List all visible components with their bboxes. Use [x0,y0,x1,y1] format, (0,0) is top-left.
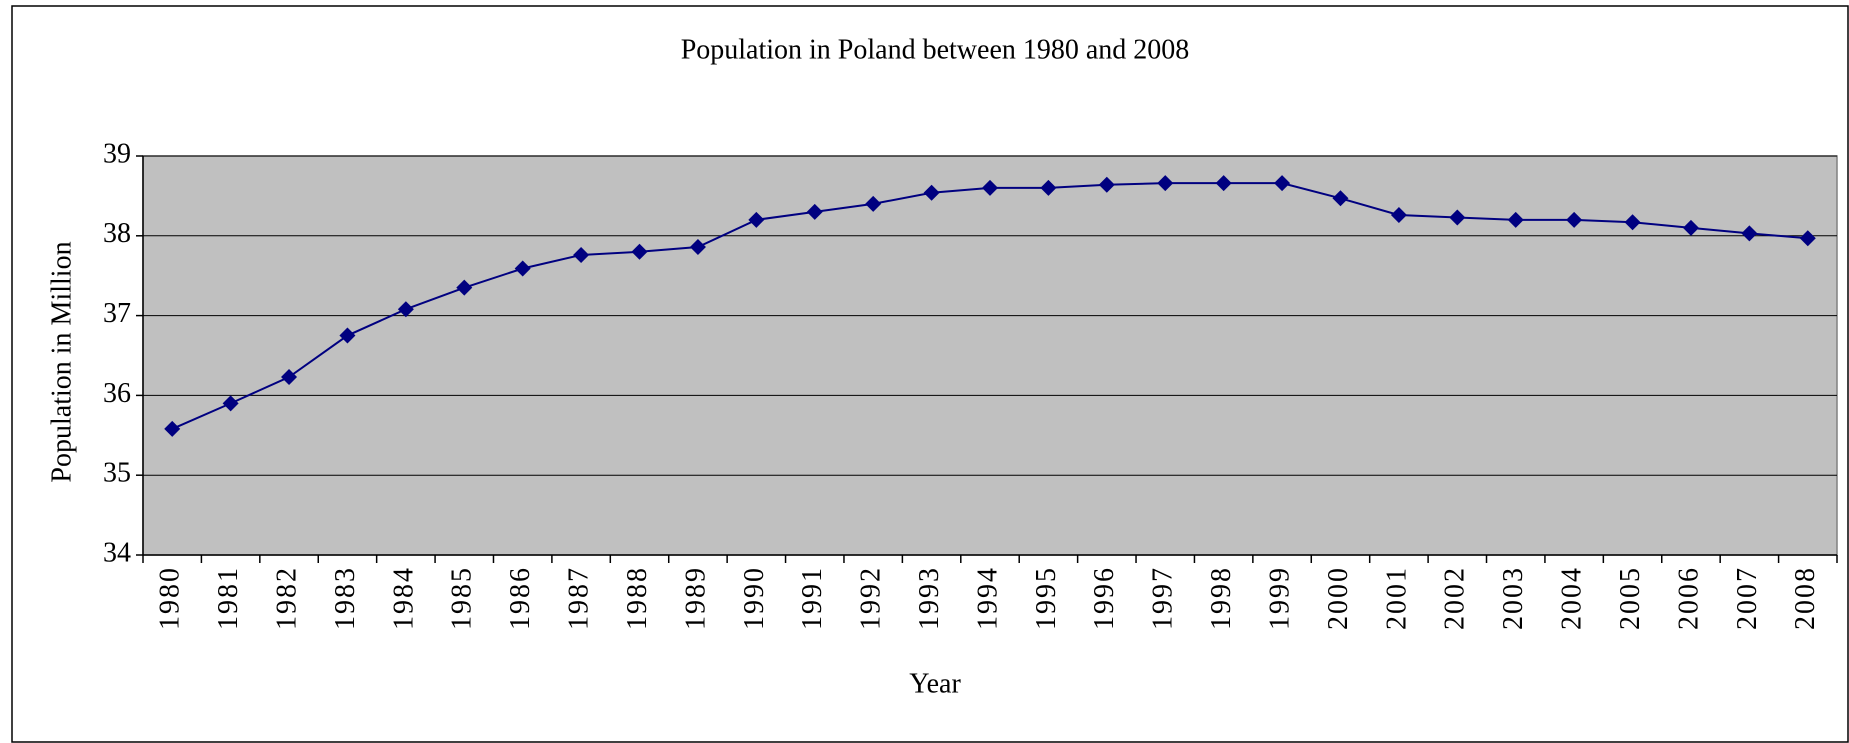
x-tick-label: 2005 [1615,566,1646,630]
x-tick-label: 1995 [1031,566,1062,630]
x-tick-label: 1985 [447,566,478,630]
x-tick-label: 1981 [213,566,244,630]
y-tick-label: 36 [103,378,131,409]
data-marker [1098,176,1115,193]
data-marker [748,211,765,228]
data-marker [573,246,590,263]
data-marker [1682,219,1699,236]
data-marker [631,243,648,260]
data-marker [164,420,181,437]
x-tick-label: 2008 [1790,566,1821,630]
data-marker [1507,211,1524,228]
chart-title: Population in Poland between 1980 and 20… [681,34,1190,65]
x-tick-label: 1982 [271,566,302,630]
data-marker [1274,175,1291,192]
data-marker [1040,179,1057,196]
x-tick-label: 2003 [1498,566,1529,630]
data-marker [1624,214,1641,231]
x-tick-label: 2007 [1732,566,1763,630]
y-tick-label: 39 [103,138,131,169]
plot-area [142,155,1838,556]
x-tick-label: 1988 [622,566,653,630]
y-tick-label: 35 [103,458,131,489]
x-axis-label: Year [909,668,961,699]
data-marker [982,179,998,196]
x-tick-label: 1987 [564,566,595,630]
x-tick-label: 1996 [1089,566,1120,630]
x-tick-label: 1983 [330,566,361,630]
data-marker [456,279,473,296]
data-marker [1566,211,1583,228]
data-marker [1332,190,1349,207]
data-marker [1799,230,1816,247]
data-marker [222,395,239,412]
data-marker [806,203,823,220]
x-tick-label: 2004 [1557,566,1588,630]
y-tick-label: 38 [103,218,131,249]
x-tick-label: 1990 [739,566,770,630]
x-tick-label: 1992 [856,566,887,630]
data-marker [1215,175,1232,192]
x-tick-label: 2006 [1673,566,1704,630]
x-tick-label: 1994 [972,566,1003,630]
x-tick-label: 1999 [1264,566,1295,630]
y-tick-label: 34 [103,537,131,568]
data-marker [397,301,414,318]
x-tick-label: 2000 [1323,566,1354,630]
data-marker [514,260,531,277]
x-tick-label: 2002 [1440,566,1471,630]
x-tick-label: 1997 [1148,566,1179,630]
y-tick-label: 37 [103,298,131,329]
x-tick-label: 2001 [1381,566,1412,630]
x-tick-label: 1986 [505,566,536,630]
data-marker [923,184,940,201]
x-tick-label: 1998 [1206,566,1237,630]
x-tick-label: 1989 [680,566,711,630]
data-marker [1741,225,1758,242]
x-tick-label: 1980 [155,566,186,630]
data-marker [865,195,882,212]
data-marker [689,238,706,255]
x-tick-label: 1984 [388,566,419,630]
y-axis-label: Population in Million [46,241,77,482]
data-marker [339,327,356,344]
x-tick-label: 1991 [797,566,828,630]
data-marker [281,369,298,386]
data-marker [1449,209,1466,226]
data-marker [1390,207,1407,224]
x-tick-label: 1993 [914,566,945,630]
data-marker [1157,175,1174,192]
